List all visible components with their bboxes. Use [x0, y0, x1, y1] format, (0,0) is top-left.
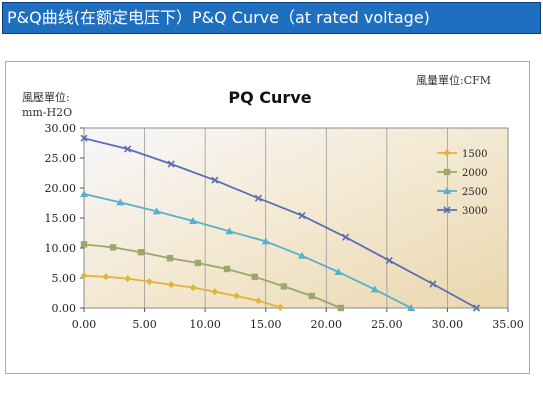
x-tick-label: 20.00	[311, 318, 343, 331]
data-point-2500	[152, 207, 161, 215]
data-point-2000	[223, 265, 231, 273]
legend-label-2000: 2000	[462, 168, 487, 179]
plot-background	[83, 127, 509, 309]
data-point-2000	[251, 273, 259, 280]
legend-marker-1500	[443, 149, 451, 157]
plot-area: 0.00 5.00 10.00 15.00 20.00 25.00 30.00 35.00 0.…	[45, 122, 524, 331]
data-point-2000	[80, 241, 88, 248]
series-line-2000	[83, 243, 342, 309]
data-point-3000	[429, 280, 437, 288]
y-tick-label: 10.00	[45, 242, 77, 255]
y-tick-label: 5.00	[52, 272, 77, 285]
data-point-2500	[225, 227, 234, 235]
data-point-1500	[233, 292, 241, 300]
data-point-1500	[167, 281, 175, 289]
y-tick-label: 20.00	[45, 182, 77, 195]
y-tick-label: 25.00	[45, 152, 77, 165]
data-point-1500	[276, 303, 284, 311]
x-tick-label: 15.00	[250, 318, 282, 331]
data-point-2500	[407, 304, 416, 311]
data-point-2500	[370, 285, 379, 293]
data-point-2000	[109, 244, 117, 251]
legend-label-3000: 3000	[462, 206, 487, 217]
x-tick-label: 0.00	[72, 318, 97, 331]
data-point-1500	[145, 278, 153, 286]
chart-title: PQ Curve	[228, 88, 311, 107]
data-point-2500	[261, 237, 270, 245]
data-point-2000	[137, 249, 145, 256]
data-point-3000	[472, 304, 481, 312]
series-line-1500	[83, 274, 281, 309]
series-line-2500	[83, 193, 412, 309]
legend-marker-3000	[443, 206, 451, 214]
data-point-3000	[298, 212, 306, 220]
data-point-3000	[385, 257, 393, 265]
x-axis-label: 風量單位:CFM	[416, 73, 491, 87]
y-tick-label: 30.00	[45, 122, 77, 135]
data-point-2000	[280, 283, 288, 290]
data-point-1500	[80, 272, 88, 280]
data-point-2000	[337, 304, 345, 312]
data-point-3000	[167, 160, 175, 168]
y-tick-label: 15.00	[45, 212, 77, 225]
y-axis-label-line2: mm-H2O	[22, 106, 72, 119]
data-point-1500	[211, 288, 219, 296]
data-point-2000	[308, 292, 315, 300]
data-point-1500	[189, 284, 197, 292]
legend-label-1500: 1500	[462, 149, 487, 160]
x-tick-label: 25.00	[371, 318, 403, 331]
legend-label-2500: 2500	[462, 187, 487, 198]
x-tick-label: 5.00	[132, 318, 157, 331]
data-point-2000	[166, 255, 174, 262]
data-point-3000	[254, 194, 263, 202]
legend-marker-2000	[443, 168, 451, 176]
x-tick-label: 30.00	[432, 318, 464, 331]
data-point-2500	[80, 190, 88, 197]
data-point-2500	[116, 198, 125, 206]
data-point-2500	[298, 251, 307, 259]
series-line-3000	[83, 137, 477, 309]
data-point-1500	[124, 275, 132, 283]
data-point-2500	[334, 268, 343, 275]
y-tick-label: 0.00	[52, 302, 77, 315]
legend-marker-2500	[443, 187, 451, 194]
data-point-3000	[211, 176, 219, 184]
y-axis-label-line1: 風壓單位:	[22, 90, 70, 104]
data-point-3000	[80, 134, 88, 142]
data-point-2000	[194, 259, 202, 267]
data-point-3000	[342, 233, 350, 241]
x-tick-label: 35.00	[492, 318, 524, 331]
data-point-2500	[189, 217, 198, 224]
page-header: P&Q曲线(在额定电压下）P&Q Curve（at rated voltage)	[2, 2, 541, 34]
page-header-title: P&Q曲线(在额定电压下）P&Q Curve（at rated voltage)	[7, 8, 430, 27]
data-point-1500	[102, 273, 110, 281]
data-point-1500	[254, 297, 262, 305]
data-point-3000	[124, 145, 132, 153]
x-tick-label: 10.00	[189, 318, 221, 331]
